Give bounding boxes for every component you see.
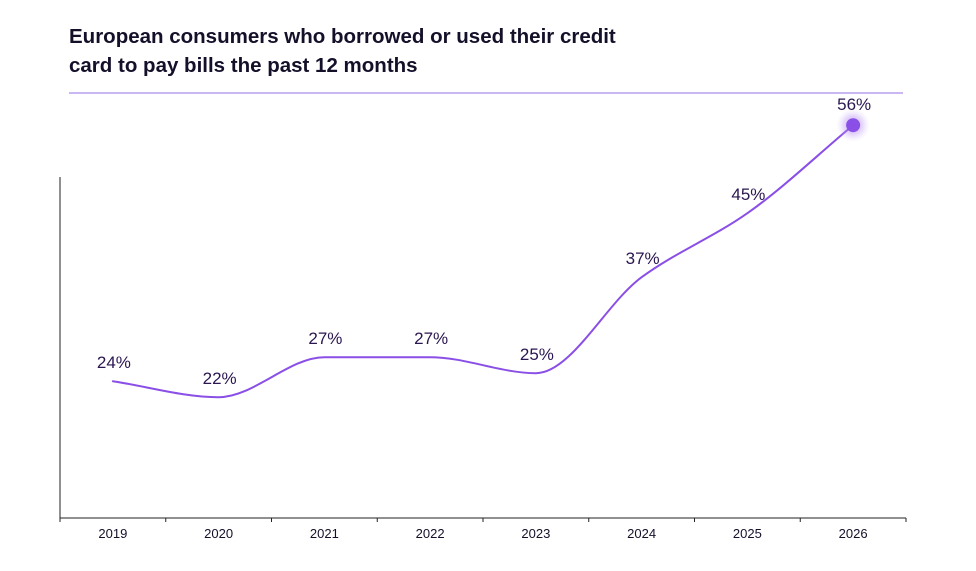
data-labels: 24% 22% 27% 27% 25% 37% 45% 56% <box>97 95 871 388</box>
data-label: 56% <box>837 95 871 114</box>
x-axis-ticks <box>59 518 907 522</box>
x-axis-tick-labels: 2019 2020 2021 2022 2023 2024 2025 2026 <box>98 526 867 541</box>
data-label: 37% <box>626 249 660 268</box>
series-line <box>111 124 855 399</box>
chart-title-line-2: card to pay bills the past 12 months <box>69 54 418 77</box>
highlight-point <box>846 118 861 133</box>
data-label: 27% <box>308 329 342 348</box>
x-tick-label: 2019 <box>98 526 127 541</box>
x-tick-label: 2020 <box>204 526 233 541</box>
title-divider <box>69 92 903 94</box>
highlight-point-group <box>836 108 871 143</box>
x-tick-label: 2025 <box>733 526 762 541</box>
data-label: 45% <box>731 185 765 204</box>
x-tick-label: 2024 <box>627 526 656 541</box>
x-tick-label: 2026 <box>839 526 868 541</box>
data-label: 25% <box>520 345 554 364</box>
x-tick-label: 2022 <box>416 526 445 541</box>
data-label: 27% <box>414 329 448 348</box>
data-label: 24% <box>97 353 131 372</box>
chart-title: European consumers who borrowed or used … <box>69 22 709 80</box>
x-tick-label: 2021 <box>310 526 339 541</box>
data-label: 22% <box>203 369 237 388</box>
x-tick-label: 2023 <box>521 526 550 541</box>
chart-title-line-1: European consumers who borrowed or used … <box>69 25 616 48</box>
